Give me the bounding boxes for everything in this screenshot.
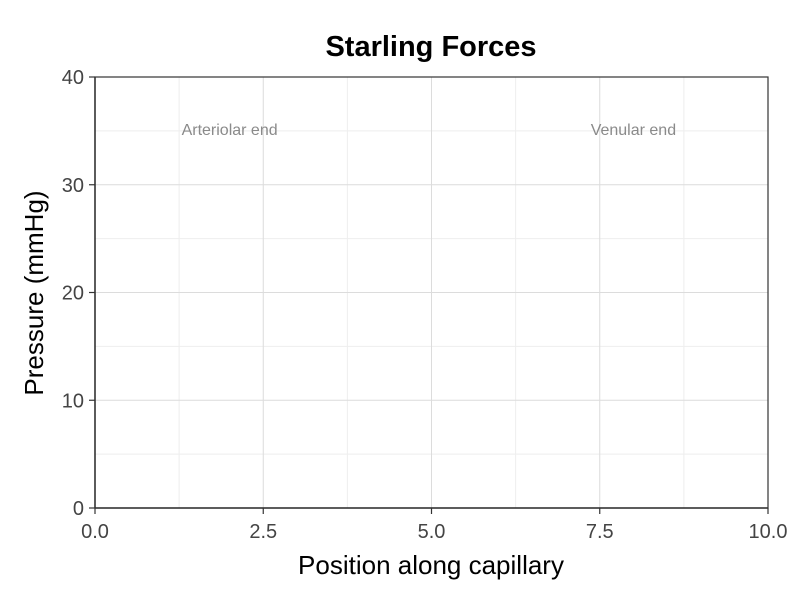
x-tick-label: 10.0 <box>749 521 788 543</box>
y-tick-label: 10 <box>62 390 84 412</box>
annotation-label: Venular end <box>591 122 676 139</box>
x-tick-label: 2.5 <box>249 521 277 543</box>
x-tick-label: 0.0 <box>81 521 109 543</box>
x-tick-label: 5.0 <box>418 521 446 543</box>
chart-title: Starling Forces <box>325 31 536 63</box>
y-tick-label: 30 <box>62 175 84 197</box>
annotation-label: Arteriolar end <box>182 122 278 139</box>
x-axis-ticks: 0.0 2.5 5.0 7.5 10.0 <box>81 508 787 543</box>
annotation-layer: Arteriolar end Venular end <box>182 122 677 139</box>
y-axis-ticks: 0 10 20 30 40 <box>62 67 95 520</box>
x-tick-label: 7.5 <box>586 521 614 543</box>
y-tick-label: 20 <box>62 283 84 305</box>
y-axis-title: Pressure (mmHg) <box>19 190 49 395</box>
y-tick-label: 40 <box>62 67 84 89</box>
x-axis-title: Position along capillary <box>298 550 564 580</box>
y-tick-label: 0 <box>73 498 84 520</box>
